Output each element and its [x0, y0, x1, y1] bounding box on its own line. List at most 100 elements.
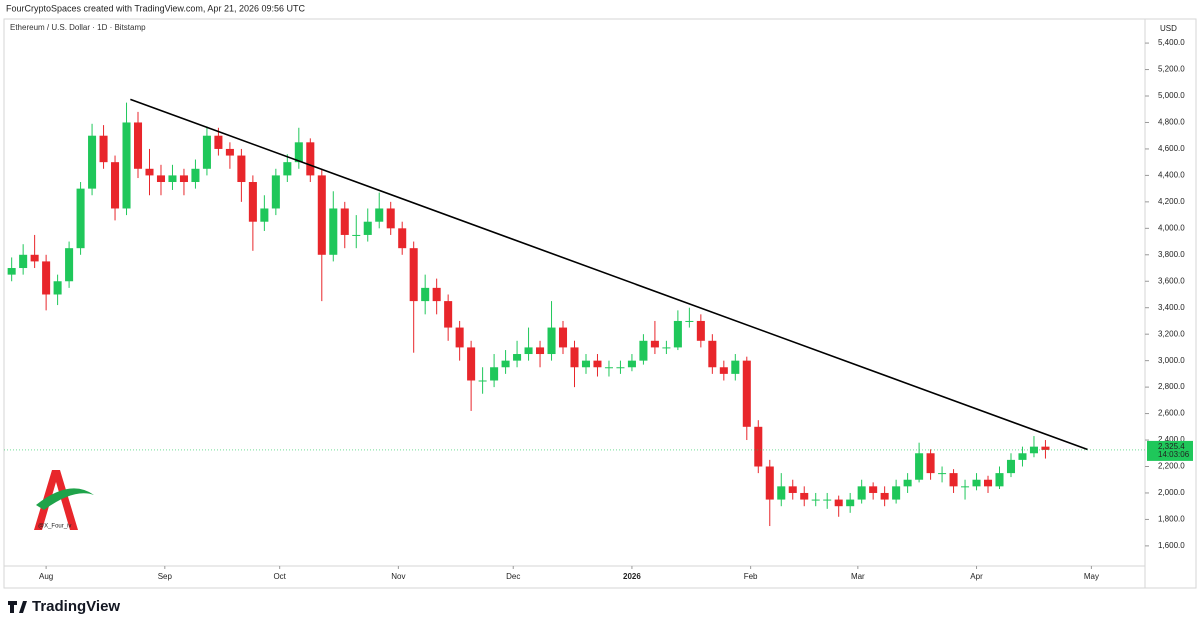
- candle-body: [1018, 453, 1027, 460]
- y-tick-label: 4,400.0: [1158, 171, 1185, 180]
- footer: TradingView: [32, 598, 120, 615]
- candle-body: [306, 142, 315, 176]
- x-tick-label: May: [1084, 572, 1099, 581]
- candle-body: [903, 479, 912, 487]
- candle-body: [536, 347, 545, 355]
- y-tick-label: 5,000.0: [1158, 91, 1185, 100]
- y-tick-label: 5,200.0: [1158, 65, 1185, 74]
- candle-body: [168, 175, 177, 183]
- y-tick-label: 2,000.0: [1158, 488, 1185, 497]
- candle-body: [202, 135, 211, 169]
- candle-body: [99, 135, 108, 163]
- candle-body: [375, 208, 384, 222]
- candle-body: [938, 473, 947, 475]
- x-tick-label: Oct: [273, 572, 286, 581]
- candle-body: [995, 473, 1004, 487]
- candle-body: [708, 340, 717, 368]
- header: FourCryptoSpaces created with TradingVie…: [6, 3, 305, 13]
- y-tick-label: 2,600.0: [1158, 409, 1185, 418]
- x-tick-label: Apr: [970, 572, 983, 581]
- watermark: @X_Four_iv: [38, 524, 71, 530]
- candle-body: [604, 367, 613, 369]
- candle-body: [409, 248, 418, 302]
- candle-body: [145, 168, 154, 176]
- x-tick-label: Dec: [506, 572, 520, 581]
- candle-body: [225, 148, 234, 156]
- y-tick-label: 5,400.0: [1158, 38, 1185, 47]
- candle-body: [352, 234, 361, 236]
- candle-body: [639, 340, 648, 361]
- candle-body: [191, 168, 200, 183]
- candle-body: [581, 360, 591, 368]
- candle-body: [696, 320, 705, 341]
- candle-body: [283, 162, 292, 176]
- candle-body: [869, 486, 878, 493]
- chart-title: Ethereum / U.S. Dollar · 1D · Bitstamp: [10, 23, 146, 32]
- y-tick-label: 2,800.0: [1158, 382, 1185, 391]
- candle-body: [983, 479, 993, 487]
- x-tick-label: Sep: [158, 572, 173, 581]
- candle-body: [317, 175, 326, 255]
- candle-body: [616, 367, 625, 369]
- candle-body: [363, 221, 372, 235]
- countdown: 14:03:06: [1158, 450, 1190, 459]
- candle-body: [7, 268, 16, 275]
- candle-body: [340, 208, 349, 235]
- candle-body: [880, 492, 889, 500]
- candle-body: [88, 135, 97, 189]
- candle-body: [719, 367, 728, 374]
- candle-body: [892, 486, 901, 500]
- candle-body: [811, 499, 820, 501]
- candle-body: [1006, 459, 1016, 474]
- candle-body: [972, 479, 981, 487]
- candle-body: [260, 208, 269, 222]
- tv-logo: TradingView: [8, 598, 120, 615]
- candle-body: [926, 453, 935, 474]
- candle-body: [570, 347, 579, 368]
- candle-body: [133, 122, 143, 169]
- y-axis-label: USD: [1160, 24, 1177, 33]
- candle-body: [294, 142, 303, 163]
- candle-body: [478, 380, 487, 382]
- x-tick-label: 2026: [623, 572, 641, 581]
- candle-body: [558, 327, 568, 348]
- candle-body: [248, 182, 257, 222]
- candle-body: [111, 162, 120, 209]
- candle-body: [76, 188, 85, 249]
- candle-body: [214, 135, 223, 149]
- candle-body: [800, 492, 809, 500]
- y-tick-label: 4,600.0: [1158, 144, 1185, 153]
- candle-body: [432, 287, 441, 302]
- y-tick-label: 1,800.0: [1158, 515, 1185, 524]
- candle-body: [19, 254, 28, 269]
- x-tick-label: Nov: [391, 572, 405, 581]
- candle-body: [156, 175, 166, 183]
- candle-body: [662, 347, 671, 349]
- candle-body: [329, 208, 338, 255]
- candle-body: [834, 499, 843, 507]
- candle-body: [949, 473, 958, 487]
- candle-body: [650, 340, 659, 348]
- x-tick-label: Feb: [744, 572, 758, 581]
- last-price-badge: [1147, 440, 1193, 461]
- candle-body: [271, 175, 280, 209]
- candle-body: [53, 281, 62, 295]
- x-tick-label: Aug: [39, 572, 53, 581]
- candle-body: [627, 360, 636, 368]
- y-tick-label: 2,400.0: [1158, 435, 1185, 444]
- y-tick-label: 3,400.0: [1158, 303, 1185, 312]
- candle-body: [65, 248, 74, 282]
- last-price-label: 2,325.4: [1158, 442, 1185, 451]
- candle-body: [490, 367, 499, 381]
- candle-body: [513, 354, 522, 361]
- candle-body: [547, 327, 556, 355]
- y-tick-label: 4,200.0: [1158, 197, 1185, 206]
- y-tick-label: 3,200.0: [1158, 329, 1185, 338]
- candle-body: [593, 360, 602, 368]
- y-tick-label: 4,000.0: [1158, 223, 1185, 232]
- candle-body: [742, 360, 751, 427]
- logo: @X_Four_iv: [34, 470, 94, 530]
- candle-body: [915, 453, 924, 480]
- candle-body: [455, 327, 464, 348]
